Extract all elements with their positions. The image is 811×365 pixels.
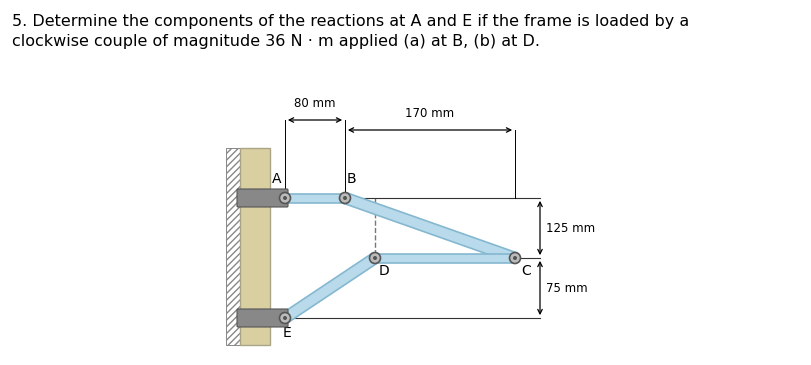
Circle shape xyxy=(283,196,287,200)
Circle shape xyxy=(509,253,521,264)
Bar xyxy=(226,148,240,345)
Text: 75 mm: 75 mm xyxy=(546,281,588,295)
Bar xyxy=(240,148,270,345)
Text: clockwise couple of magnitude 36 N · m applied (a) at B, (b) at D.: clockwise couple of magnitude 36 N · m a… xyxy=(12,34,540,49)
FancyBboxPatch shape xyxy=(237,309,288,327)
Polygon shape xyxy=(343,193,517,263)
Text: E: E xyxy=(283,326,292,340)
Circle shape xyxy=(373,256,377,260)
Circle shape xyxy=(283,316,287,320)
Circle shape xyxy=(280,192,290,204)
Circle shape xyxy=(340,192,350,204)
Polygon shape xyxy=(285,193,345,203)
Circle shape xyxy=(513,256,517,260)
Text: 5. Determine the components of the reactions at A and E if the frame is loaded b: 5. Determine the components of the react… xyxy=(12,14,689,29)
Text: 125 mm: 125 mm xyxy=(546,222,595,234)
Text: B: B xyxy=(347,172,357,186)
Polygon shape xyxy=(375,254,515,262)
FancyBboxPatch shape xyxy=(237,189,288,207)
Circle shape xyxy=(370,253,380,264)
Text: 80 mm: 80 mm xyxy=(294,97,336,110)
Text: 170 mm: 170 mm xyxy=(406,107,454,120)
Text: D: D xyxy=(379,264,390,278)
Text: C: C xyxy=(521,264,530,278)
Text: A: A xyxy=(272,172,281,186)
Polygon shape xyxy=(282,253,378,323)
Circle shape xyxy=(280,312,290,323)
Circle shape xyxy=(343,196,347,200)
